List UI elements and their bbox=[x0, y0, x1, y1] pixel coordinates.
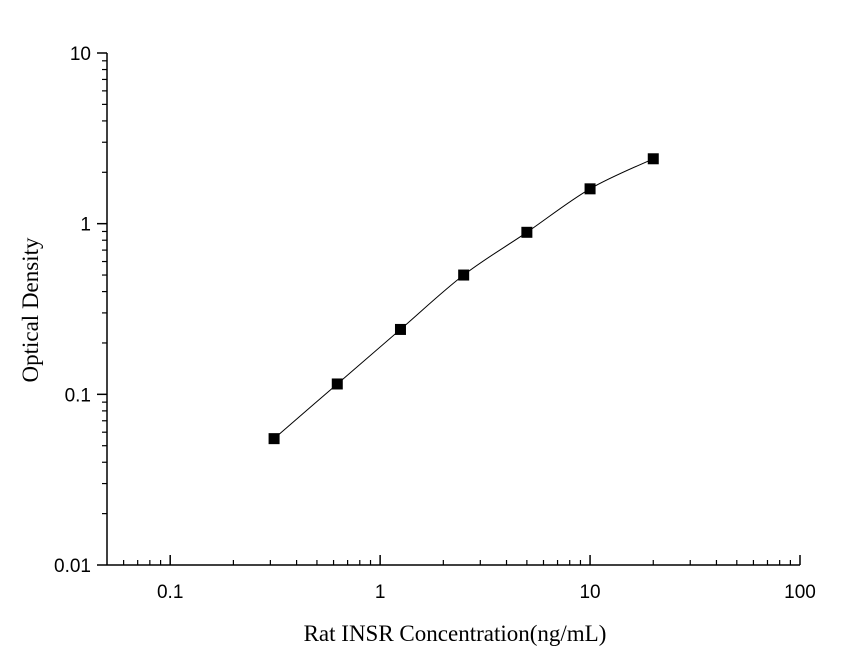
fit-curve bbox=[273, 158, 654, 439]
data-point bbox=[394, 323, 406, 335]
y-tick-label: 0.01 bbox=[54, 556, 91, 577]
y-axis-label: Optical Density bbox=[18, 237, 43, 382]
x-tick-label: 1 bbox=[375, 582, 386, 603]
y-tick-label: 10 bbox=[70, 44, 91, 65]
y-tick-label: 0.1 bbox=[65, 385, 91, 406]
x-tick-label: 100 bbox=[784, 582, 816, 603]
data-points bbox=[268, 153, 659, 445]
x-tick-label: 10 bbox=[579, 582, 600, 603]
x-axis-label: Rat INSR Concentration(ng/mL) bbox=[304, 621, 607, 646]
data-point bbox=[584, 183, 596, 195]
data-point bbox=[521, 226, 533, 238]
data-point bbox=[331, 378, 343, 390]
data-point bbox=[647, 153, 659, 165]
y-ticks: 0.01 0.1 1 10 bbox=[54, 44, 107, 577]
y-tick-label: 1 bbox=[80, 215, 91, 236]
data-point bbox=[458, 269, 470, 281]
x-tick-label: 0.1 bbox=[157, 582, 183, 603]
axes: 0.1 1 10 100 0.01 0.1 1 10 bbox=[54, 44, 816, 603]
x-ticks: 0.1 1 10 100 bbox=[123, 555, 816, 603]
data-point bbox=[268, 433, 280, 445]
